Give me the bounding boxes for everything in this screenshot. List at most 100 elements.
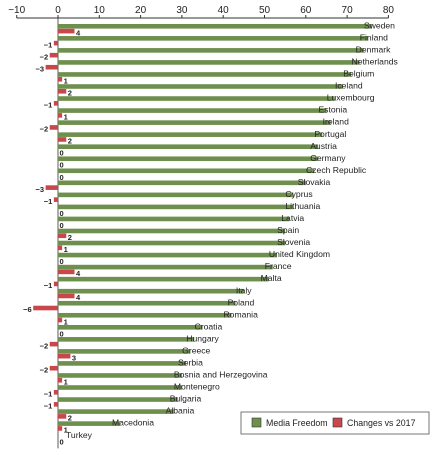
country-label: Serbia	[178, 358, 203, 368]
change-bar	[33, 305, 58, 311]
media-freedom-bar	[58, 36, 368, 41]
change-bar	[58, 233, 67, 239]
change-value-label: 1	[64, 377, 68, 386]
change-value-label: 4	[76, 28, 81, 37]
country-label: Greece	[182, 345, 210, 355]
change-value-label: −3	[36, 185, 45, 194]
country-label: Bulgaria	[170, 394, 202, 404]
country-label: Albania	[166, 406, 195, 416]
country-label: Finland	[360, 32, 388, 42]
media-freedom-bar	[58, 373, 182, 378]
media-freedom-bar	[58, 300, 236, 306]
media-freedom-bar	[58, 72, 352, 77]
change-value-label: 0	[60, 209, 64, 218]
media-freedom-bar	[58, 156, 319, 162]
change-bar	[58, 76, 63, 82]
country-label: Slovakia	[298, 177, 331, 187]
change-value-label: −1	[44, 101, 53, 110]
media-freedom-bar	[58, 325, 203, 330]
change-value-label: −1	[44, 402, 53, 411]
country-label: Netherlands	[351, 57, 397, 67]
media-freedom-bar	[58, 409, 174, 414]
x-tick-label: 0	[55, 5, 61, 16]
country-label: Slovenia	[277, 237, 310, 247]
media-freedom-bar	[58, 192, 294, 198]
change-value-label: −1	[44, 281, 53, 290]
bars	[33, 24, 372, 431]
media-freedom-bar	[58, 60, 360, 65]
country-label: Belgium	[343, 69, 374, 79]
media-freedom-bar	[58, 132, 323, 137]
country-label: Portugal	[314, 129, 346, 139]
x-tick-label: −10	[8, 5, 25, 16]
country-label: Turkey	[66, 430, 93, 440]
x-tick-label: 10	[94, 5, 106, 16]
change-bar	[45, 64, 58, 70]
country-label: Denmark	[356, 44, 392, 54]
change-bar	[53, 281, 58, 287]
change-bar	[58, 245, 63, 251]
media-freedom-bar	[58, 276, 269, 282]
change-bar	[58, 426, 63, 431]
x-tick-label: 40	[218, 5, 230, 16]
x-tick-label: 50	[259, 5, 271, 16]
change-value-label: −2	[40, 125, 49, 134]
change-value-label: 0	[60, 173, 64, 182]
media-freedom-bar	[58, 264, 273, 270]
media-freedom-bar	[58, 361, 187, 366]
country-label: Romania	[223, 309, 258, 319]
labels: Sweden 4 Finland −1 Denmark −2 Netherlands −3 Be…	[23, 20, 398, 446]
media-freedom-bar	[58, 385, 182, 390]
change-value-label: 2	[68, 414, 72, 423]
country-label: Italy	[236, 285, 252, 295]
media-freedom-bar	[58, 252, 277, 258]
country-label: Iceland	[335, 81, 363, 91]
country-label: Czech Republic	[306, 165, 367, 175]
country-label: United Kingdom	[269, 249, 330, 259]
change-value-label: 0	[60, 438, 64, 447]
legend-swatch-media-freedom	[251, 417, 262, 428]
change-value-label: 3	[72, 353, 76, 362]
country-label: Estonia	[318, 105, 347, 115]
media-freedom-bar	[58, 168, 315, 174]
change-value-label: 0	[60, 161, 64, 170]
country-label: Sweden	[364, 20, 395, 30]
change-bar	[53, 40, 58, 46]
change-value-label: 1	[64, 113, 68, 122]
media-freedom-bar	[58, 120, 331, 125]
change-bar	[58, 414, 67, 419]
media-freedom-bar	[58, 421, 120, 426]
x-tick-label: 70	[342, 5, 354, 16]
change-value-label: 0	[60, 257, 64, 266]
change-bar	[49, 341, 58, 347]
country-label: France	[265, 261, 292, 271]
x-tick-label: 20	[135, 5, 147, 16]
x-tick-label: 30	[176, 5, 188, 16]
country-label: Spain	[277, 225, 299, 235]
country-label: Austria	[310, 141, 337, 151]
country-label: Hungary	[186, 333, 219, 343]
legend: Media Freedom Changes vs 2017	[240, 411, 430, 435]
change-bar	[53, 390, 58, 395]
x-tick-label: 60	[300, 5, 312, 16]
change-value-label: −2	[40, 365, 49, 374]
media-freedom-bar	[58, 180, 306, 186]
change-value-label: 4	[76, 269, 81, 278]
change-bar	[49, 52, 58, 58]
change-value-label: 0	[60, 329, 64, 338]
change-value-label: −2	[40, 52, 49, 61]
change-value-label: −1	[44, 40, 53, 49]
change-bar	[45, 185, 58, 190]
change-bar	[58, 293, 75, 299]
country-label: Bosnia and Herzegovina	[174, 370, 268, 380]
change-bar	[58, 113, 63, 118]
country-label: Croatia	[195, 321, 223, 331]
change-value-label: −2	[40, 341, 49, 350]
media-freedom-bar	[58, 312, 232, 318]
change-value-label: −6	[23, 305, 32, 314]
change-bar	[58, 377, 63, 383]
change-bar	[49, 125, 58, 130]
change-value-label: 2	[68, 89, 72, 98]
change-value-label: 4	[76, 293, 81, 302]
